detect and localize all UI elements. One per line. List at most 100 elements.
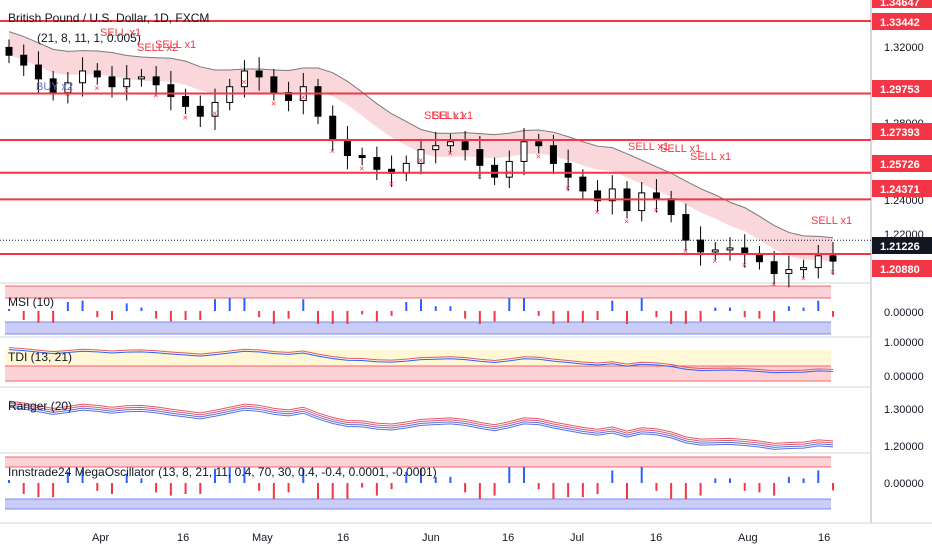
mega-bar xyxy=(243,467,246,483)
candle xyxy=(446,141,454,147)
signal-marker: × xyxy=(624,217,629,227)
msi-bar xyxy=(184,311,187,320)
msi-bar xyxy=(434,306,437,311)
mega-bar xyxy=(802,478,805,483)
mega-bar xyxy=(375,483,378,496)
mega-bar xyxy=(22,483,25,494)
candle xyxy=(211,101,219,117)
mega-bar xyxy=(640,467,643,483)
mega-bar xyxy=(626,483,628,499)
signal-marker: × xyxy=(124,85,129,95)
mega-bar xyxy=(331,483,334,499)
msi-bar xyxy=(758,311,761,319)
candle xyxy=(123,78,131,88)
msi-bar xyxy=(140,307,143,311)
msi-bar xyxy=(272,311,275,324)
mega-bar xyxy=(258,483,261,491)
candle xyxy=(255,70,263,78)
mega-bar xyxy=(52,483,55,498)
time-tick: 16 xyxy=(818,532,830,544)
mega-bar xyxy=(199,483,202,494)
mega-bar xyxy=(434,476,437,483)
candle xyxy=(358,155,366,159)
candles xyxy=(5,39,837,288)
price-tag-top-partial xyxy=(872,0,932,8)
indicator-series xyxy=(8,298,834,499)
mega-bar xyxy=(655,483,658,491)
time-tick: Jul xyxy=(570,532,584,544)
level-tag xyxy=(872,155,932,172)
candle xyxy=(814,255,822,269)
msi-axis-value: 0.00000 xyxy=(884,307,924,319)
time-tick: 16 xyxy=(502,532,514,544)
candle xyxy=(461,141,469,151)
mega-bar xyxy=(670,483,673,499)
signal-label: SELL x1 xyxy=(811,215,852,227)
mega-bar xyxy=(537,483,540,490)
msi-bar xyxy=(729,307,731,311)
msi-bar xyxy=(317,311,319,324)
candle xyxy=(564,162,572,178)
msi-bar xyxy=(714,307,717,311)
signal-marker: × xyxy=(212,108,217,118)
candle xyxy=(667,198,675,216)
candle xyxy=(652,192,660,200)
mega-bar xyxy=(523,467,525,483)
candle xyxy=(800,267,808,271)
msi-bar xyxy=(214,299,216,311)
candle xyxy=(5,46,13,56)
level-tag xyxy=(872,180,932,197)
mega-bar xyxy=(773,483,776,496)
signal-label: SELL x1 xyxy=(628,141,669,153)
level-tag xyxy=(872,13,932,30)
mega-bar xyxy=(155,483,158,493)
mega-bar xyxy=(478,483,481,499)
msi-bar xyxy=(96,311,99,318)
msi-bar xyxy=(787,306,790,311)
candle xyxy=(152,76,160,86)
mega-bar xyxy=(66,472,69,483)
candle xyxy=(741,247,749,255)
msi-bar xyxy=(420,299,422,311)
signal-label: SELL x1 xyxy=(100,27,141,39)
time-axis: Apr 16 May 16 Jun 16 Jul 16 Aug 16 xyxy=(92,532,830,544)
msi-bar xyxy=(626,311,628,324)
signal-marker: × xyxy=(830,267,835,277)
msi-bar xyxy=(390,311,393,316)
mega-bar xyxy=(125,473,128,483)
signal-marker: × xyxy=(653,205,658,215)
time-tick: Apr xyxy=(92,532,109,544)
msi-bar xyxy=(199,311,202,320)
mega-bar xyxy=(493,483,496,496)
msi-bar xyxy=(537,311,540,316)
candle xyxy=(594,190,602,202)
ranger-line xyxy=(8,404,834,448)
signal-marker: × xyxy=(153,91,158,101)
signal-label: SELL x1 xyxy=(155,39,196,51)
msi-bar xyxy=(817,300,820,311)
signal-marker: × xyxy=(801,274,806,284)
signal-marker: × xyxy=(65,89,70,99)
msi-bar xyxy=(361,311,364,315)
mega-bar xyxy=(449,476,452,483)
mega-bar xyxy=(596,483,599,494)
mega-bar xyxy=(302,468,305,483)
candle xyxy=(196,105,204,117)
msi-bar xyxy=(125,303,128,311)
signal-marker: × xyxy=(771,280,776,290)
candle xyxy=(491,164,499,178)
candle xyxy=(167,84,175,98)
mega-bar xyxy=(317,483,319,499)
candle xyxy=(505,160,513,178)
signal-marker: × xyxy=(742,260,747,270)
mega-bar xyxy=(567,483,570,498)
mega-bar xyxy=(581,483,584,498)
level-tag-text: 1.24371 xyxy=(880,184,920,196)
price-tick: 1.24000 xyxy=(884,195,924,207)
candle xyxy=(417,149,425,164)
mega-bar xyxy=(729,478,731,483)
level-tag-text: 1.29753 xyxy=(880,84,920,96)
signal-marker: × xyxy=(565,183,570,193)
mega-bar xyxy=(140,478,143,483)
